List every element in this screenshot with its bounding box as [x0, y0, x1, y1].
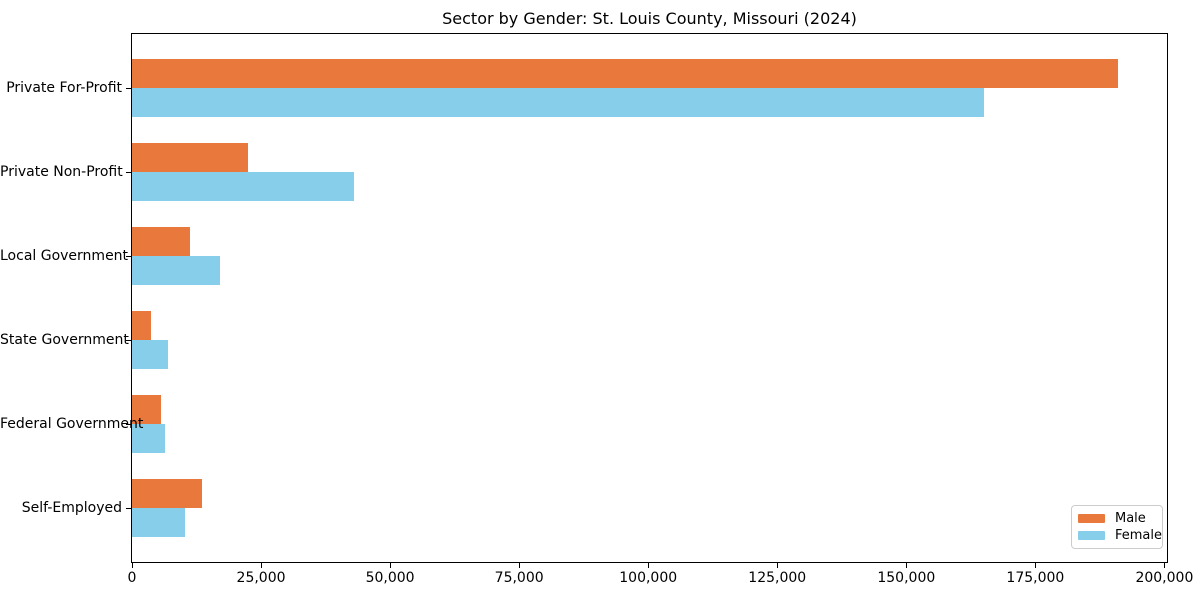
x-tick-mark	[1034, 563, 1036, 568]
bar-male-self-employed	[132, 479, 202, 508]
legend-item-male: Male	[1078, 511, 1158, 526]
y-tick-mark	[126, 88, 131, 89]
plot-area: Male Female	[131, 33, 1168, 563]
x-tick-label: 0	[127, 570, 137, 586]
bar-female-self-employed	[132, 508, 186, 537]
legend: Male Female	[1071, 505, 1163, 549]
y-tick-mark	[126, 340, 131, 341]
y-tick-label: Private Non-Profit	[0, 164, 123, 180]
x-tick-label: 175,000	[1006, 570, 1065, 586]
x-tick-label: 75,000	[494, 570, 544, 586]
male-color-swatch	[1078, 514, 1105, 523]
x-tick-label: 150,000	[877, 570, 936, 586]
x-tick-mark	[260, 563, 262, 568]
bar-male-private-non-profit	[132, 143, 249, 172]
bar-male-local-government	[132, 227, 190, 256]
y-tick-label: Local Government	[0, 248, 129, 264]
chart-title: Sector by Gender: St. Louis County, Miss…	[442, 9, 857, 28]
y-tick-mark	[126, 508, 131, 509]
x-tick-label: 200,000	[1135, 570, 1194, 586]
bar-male-federal-government	[132, 395, 162, 424]
x-tick-mark	[131, 563, 133, 568]
y-tick-mark	[126, 424, 131, 425]
x-tick-mark	[518, 563, 520, 568]
bar-female-local-government	[132, 256, 220, 285]
y-tick-label: Federal Government	[0, 416, 144, 432]
x-tick-label: 25,000	[236, 570, 286, 586]
female-color-swatch	[1078, 531, 1105, 540]
legend-label-female: Female	[1115, 528, 1163, 543]
x-tick-label: 125,000	[748, 570, 807, 586]
y-tick-label: Private For-Profit	[6, 80, 122, 96]
bar-female-state-government	[132, 340, 168, 369]
x-tick-mark	[389, 563, 391, 568]
legend-label-male: Male	[1115, 511, 1146, 526]
bar-female-private-for-profit	[132, 88, 984, 117]
x-tick-mark	[776, 563, 778, 568]
bar-male-private-for-profit	[132, 59, 1118, 88]
x-tick-mark	[647, 563, 649, 568]
bar-male-state-government	[132, 311, 151, 340]
bar-female-private-non-profit	[132, 172, 354, 201]
x-tick-mark	[905, 563, 907, 568]
x-tick-label: 50,000	[365, 570, 415, 586]
bar-female-federal-government	[132, 424, 165, 453]
x-tick-label: 100,000	[619, 570, 678, 586]
y-tick-label: State Government	[0, 332, 129, 348]
y-tick-mark	[126, 256, 131, 257]
legend-item-female: Female	[1078, 528, 1162, 543]
x-tick-mark	[1163, 563, 1165, 568]
y-tick-mark	[126, 172, 131, 173]
y-tick-label: Self-Employed	[21, 500, 122, 516]
